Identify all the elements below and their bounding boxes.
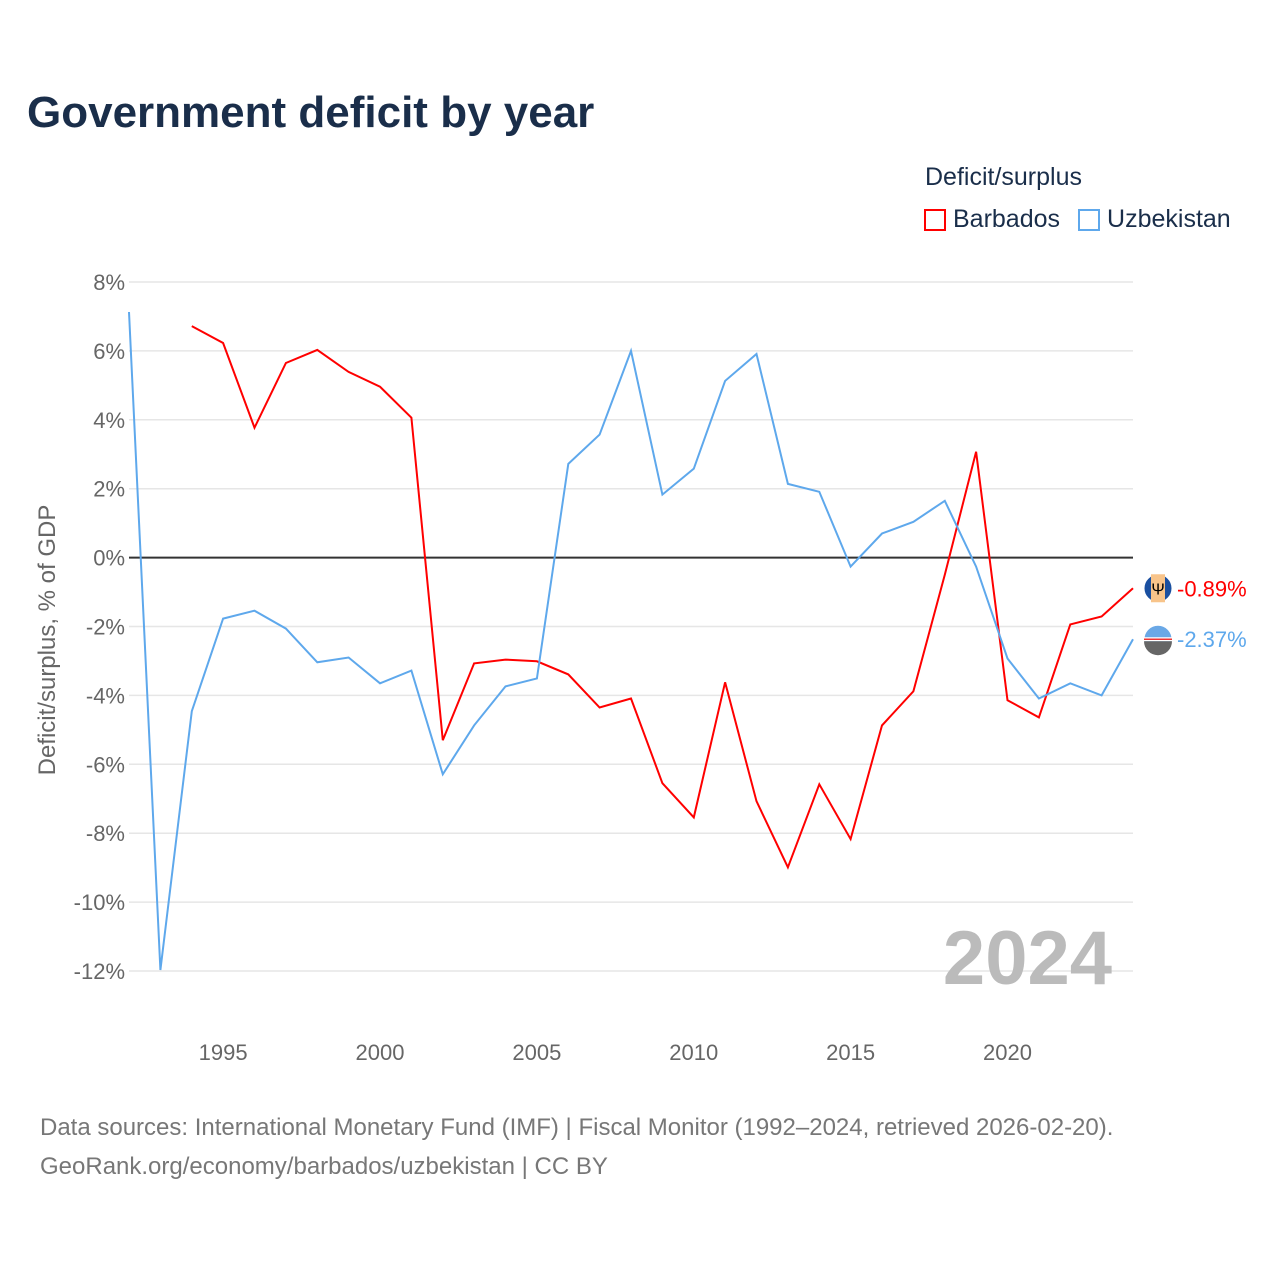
y-tick-label: -10%	[74, 890, 125, 915]
y-tick-label: 6%	[93, 339, 125, 364]
x-tick-label: 1995	[199, 1040, 248, 1065]
x-tick-label: 2000	[356, 1040, 405, 1065]
flag-stripe	[1144, 641, 1172, 656]
y-tick-label: 4%	[93, 408, 125, 433]
legend-item-uzbekistan[interactable]: Uzbekistan	[1078, 205, 1231, 234]
y-tick-label: -8%	[86, 821, 125, 846]
source-note: Data sources: International Monetary Fun…	[40, 1108, 1113, 1186]
y-tick-label: -6%	[86, 752, 125, 777]
series-line-barbados	[191, 325, 1134, 870]
legend-item-barbados[interactable]: Barbados	[924, 205, 1060, 234]
x-tick-label: 2010	[669, 1040, 718, 1065]
legend-title: Deficit/surplus	[925, 163, 1082, 191]
legend-label: Barbados	[953, 205, 1061, 233]
year-watermark: 2024	[943, 916, 1112, 1001]
legend-swatch-barbados	[924, 208, 946, 231]
y-tick-label: 0%	[93, 546, 125, 571]
chart-title: Government deficit by year	[27, 88, 595, 137]
source-url[interactable]: GeoRank.org/economy/barbados/uzbekistan …	[40, 1153, 608, 1180]
series-line-uzbekistan	[128, 311, 1134, 971]
x-tick-label: 2020	[983, 1040, 1032, 1065]
x-tick-label: 2015	[826, 1040, 875, 1065]
y-axis-label: Deficit/surplus, % of GDP	[34, 505, 61, 776]
end-value-label: -2.37%	[1177, 627, 1247, 652]
legend-swatch-uzbekistan	[1078, 208, 1101, 231]
y-tick-label: -12%	[74, 959, 125, 984]
y-tick-label: 2%	[93, 477, 125, 502]
trident-icon: Ψ	[1151, 581, 1164, 598]
legend: Barbados Uzbekistan	[924, 205, 1231, 234]
legend-label: Uzbekistan	[1107, 205, 1231, 233]
y-tick-label: 8%	[93, 270, 125, 295]
y-tick-label: -4%	[86, 683, 125, 708]
y-tick-label: -2%	[86, 615, 125, 640]
end-value-label: -0.89%	[1177, 576, 1247, 601]
source-text: Data sources: International Monetary Fun…	[40, 1114, 1114, 1141]
x-tick-label: 2005	[512, 1040, 561, 1065]
flag-stripe	[1151, 574, 1165, 603]
